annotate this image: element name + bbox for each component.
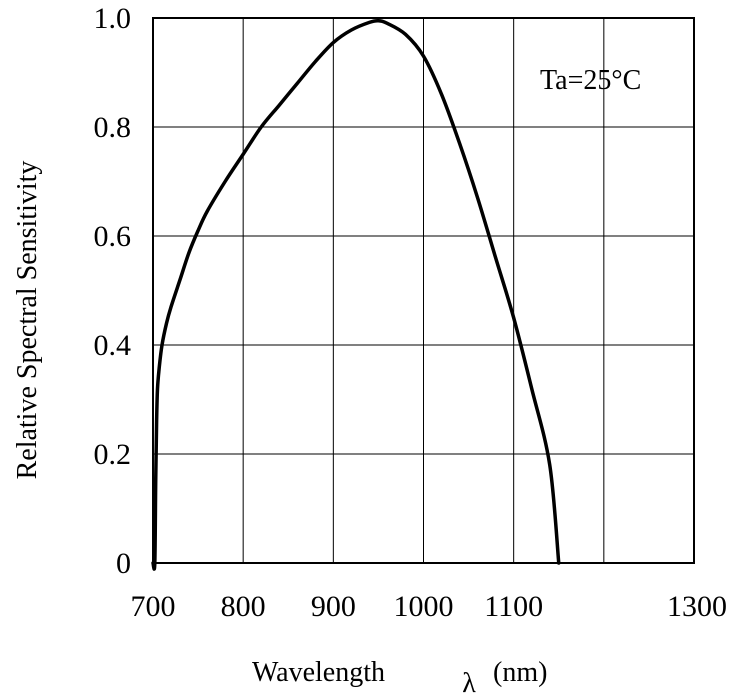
x-tick-label: 1100 (484, 590, 543, 623)
y-tick-label: 0.2 (94, 438, 132, 471)
x-tick-labels: 700 800 900 1000 1100 1300 (131, 590, 728, 623)
y-tick-label: 1.0 (94, 2, 132, 35)
y-tick-label: 0.4 (94, 329, 132, 362)
x-tick-label: 900 (311, 590, 356, 623)
x-tick-label: 1000 (394, 590, 454, 623)
annotation-temperature: Ta=25°C (540, 65, 641, 96)
y-axis-label: Relative Spectral Sensitivity (12, 161, 43, 480)
plot-frame (152, 17, 695, 564)
x-tick-label: 800 (221, 590, 266, 623)
x-axis-symbol: λ (462, 668, 476, 699)
y-tick-label: 0.8 (94, 111, 132, 144)
sensitivity-curve (151, 18, 561, 571)
grid (153, 18, 694, 563)
x-tick-label: 700 (131, 590, 176, 623)
x-axis-label: Wavelength (252, 657, 385, 688)
y-tick-labels: 0 0.2 0.4 0.6 0.8 1.0 (94, 2, 132, 580)
y-tick-label: 0.6 (94, 220, 132, 253)
y-tick-label: 0 (116, 547, 131, 580)
x-tick-label: 1300 (667, 590, 727, 623)
x-axis-unit: (nm) (493, 657, 547, 688)
